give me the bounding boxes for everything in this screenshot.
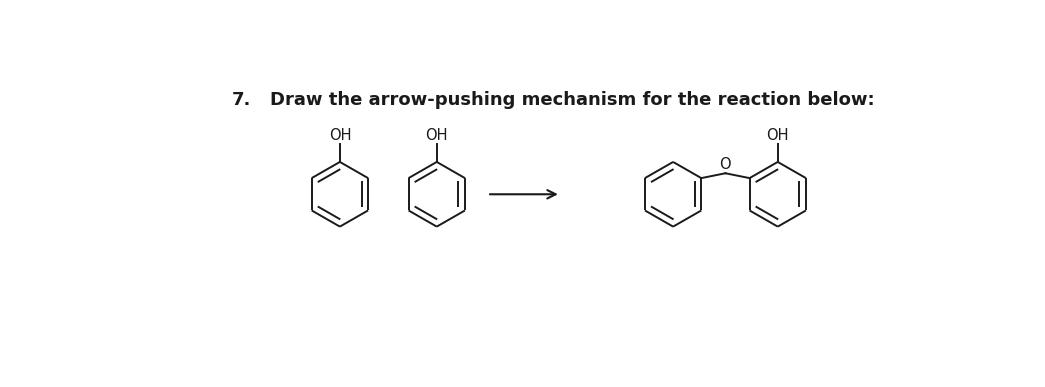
Text: 7.: 7. bbox=[231, 91, 251, 109]
Text: O: O bbox=[720, 157, 732, 172]
Text: OH: OH bbox=[425, 128, 448, 143]
Text: OH: OH bbox=[766, 128, 789, 143]
Text: OH: OH bbox=[328, 128, 351, 143]
Text: Draw the arrow-pushing mechanism for the reaction below:: Draw the arrow-pushing mechanism for the… bbox=[270, 91, 875, 109]
